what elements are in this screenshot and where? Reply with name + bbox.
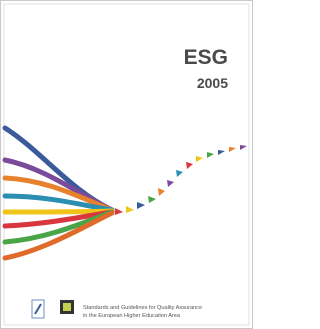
footer-line: in the European Higher Education Area: [83, 313, 181, 319]
footer-line: Standards and Guidelines for Quality Ass…: [83, 305, 202, 311]
ribbon: [5, 211, 112, 212]
cover-page: ESG 2005 Standards and Guidelines for Qu…: [0, 0, 253, 329]
cover-title: ESG: [184, 46, 228, 69]
logo-mark: [63, 303, 71, 311]
cover-year: 2005: [197, 75, 228, 91]
